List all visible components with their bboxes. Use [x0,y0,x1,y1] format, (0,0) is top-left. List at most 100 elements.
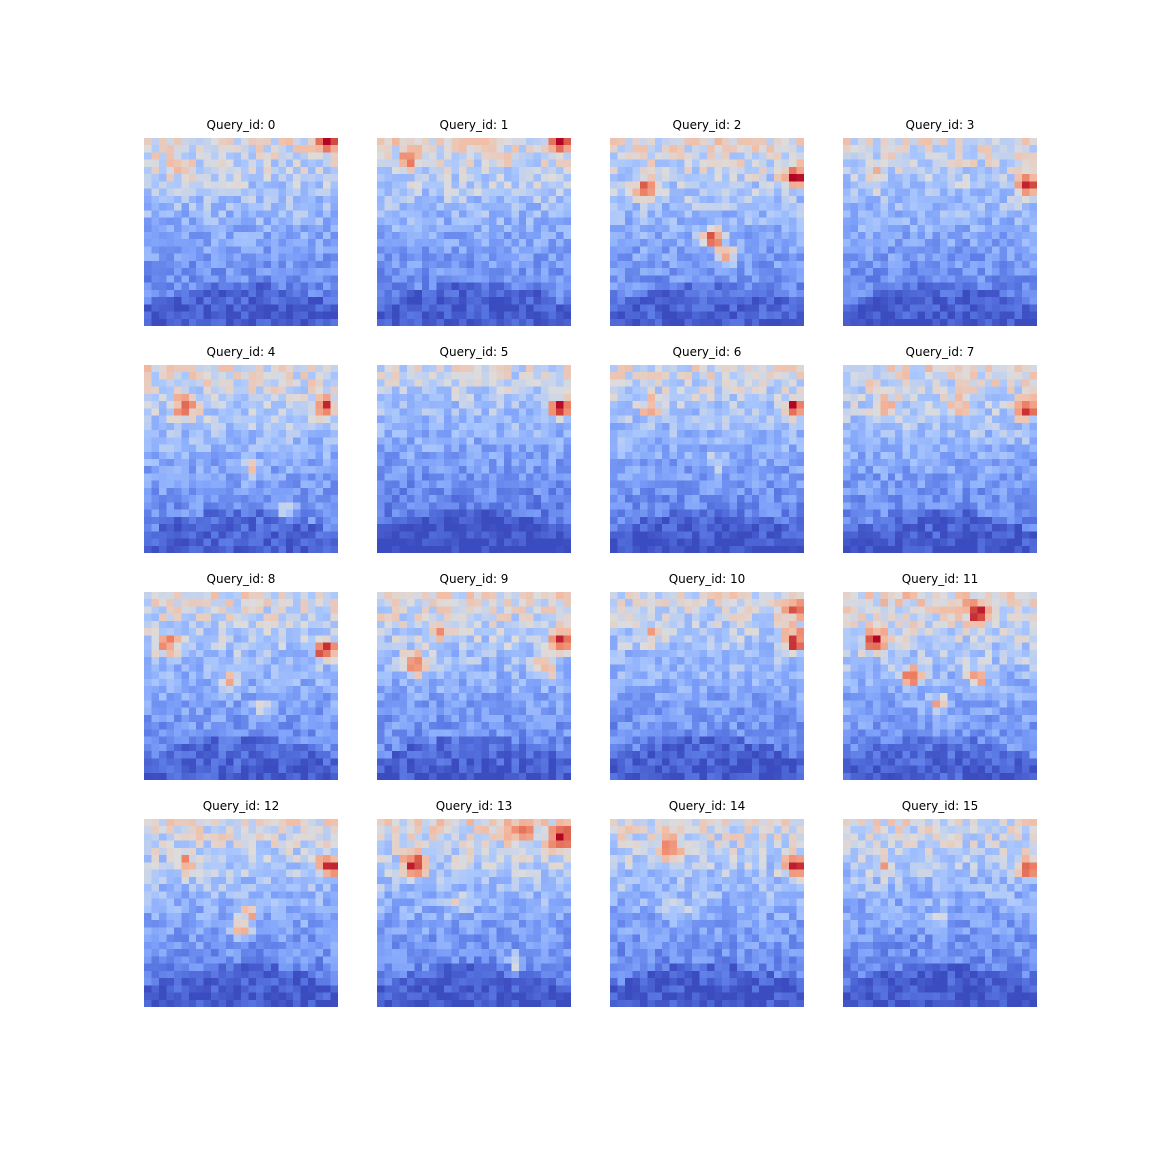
heatmap-cell [308,210,316,218]
heatmap-cell [766,393,775,402]
heatmap-cell [323,379,331,387]
heatmap-cell [323,473,331,481]
heatmap-cell [421,480,430,489]
heatmap-cell [466,451,475,460]
heatmap-cell [699,480,708,489]
heatmap-cell [647,437,655,445]
heatmap-cell [707,365,715,373]
heatmap-cell [278,473,286,481]
heatmap-cell [481,502,490,510]
heatmap-cell [677,297,685,305]
heatmap-cell [399,260,407,269]
heatmap-cell [330,408,338,416]
heatmap-cell [714,437,723,445]
heatmap-cell [144,275,152,283]
heatmap-cell [533,386,542,395]
heatmap-cell [699,386,708,395]
heatmap-cell [610,145,618,153]
heatmap-cell [323,174,331,182]
heatmap-cell [744,203,752,211]
heatmap-cell [714,282,723,290]
heatmap-cell [315,459,324,467]
heatmap-cell [429,188,437,196]
heatmap-cell [241,480,249,489]
heatmap-cell [610,166,618,175]
heatmap-cell [511,188,519,196]
heatmap-cell [1022,408,1030,416]
heatmap-cell [459,311,467,319]
heatmap-cell [721,166,730,175]
heatmap-cell [789,239,797,247]
heatmap-cell [474,159,482,168]
heatmap-cell [744,174,752,182]
heatmap-cell [218,275,227,283]
heatmap-cell [300,459,309,467]
heatmap-cell [947,379,956,387]
heatmap-cell [166,297,174,305]
heatmap-cell [617,480,626,489]
heatmap-cell [421,304,430,312]
heatmap-cell [481,217,490,225]
heatmap-cell [196,239,204,247]
heatmap-cell [541,224,549,233]
heatmap-cell [684,401,693,409]
heatmap-cell [377,495,385,503]
heatmap-cell [729,473,737,481]
heatmap-cell [999,408,1008,416]
heatmap-cell [466,282,475,290]
heatmap-cell [233,246,242,254]
heatmap-cell [429,444,437,452]
heatmap-cell [662,217,670,225]
heatmap-cell [789,246,797,254]
heatmap-cell [144,297,152,305]
heatmap-cell [270,487,279,496]
heatmap-cell [940,210,948,218]
heatmap-cell [751,166,760,175]
heatmap-cell [323,152,331,160]
heatmap-cell [796,174,804,182]
heatmap-cell [857,210,866,218]
heatmap-cell [977,210,985,218]
heatmap-cell [526,159,534,168]
heatmap-cell [496,386,504,395]
heatmap-cell [721,188,730,196]
heatmap-cell [872,145,881,153]
heatmap-cell [917,365,926,373]
heatmap-cell [377,422,385,431]
heatmap-cell [300,408,309,416]
heatmap-cell [414,509,422,517]
heatmap-cell [857,188,866,196]
heatmap-cell [451,217,460,225]
heatmap-cell [699,524,708,532]
heatmap-cell [391,473,400,481]
heatmap-cell [144,246,152,254]
heatmap-cell [248,430,257,438]
heatmap-cell [624,531,633,539]
heatmap-cell [278,181,286,189]
heatmap-cell [759,430,767,438]
heatmap-cell [759,239,767,247]
heatmap-cell [843,311,851,319]
heatmap-cell [692,422,700,431]
heatmap-cell [488,473,497,481]
heatmap-cell [496,487,504,496]
heatmap-cell [181,188,189,196]
heatmap-cell [617,318,626,326]
heatmap-cell [323,246,331,254]
heatmap-cell [1029,311,1037,319]
heatmap-cell [414,203,422,211]
heatmap-cell [796,224,804,233]
heatmap-cell [669,372,678,380]
heatmap-cell [459,480,467,489]
heatmap-cell [699,372,708,380]
heatmap-cell [707,210,715,218]
heatmap-cell [759,480,767,489]
heatmap-cell [662,495,670,503]
heatmap-cell [789,466,797,474]
heatmap-cell [992,372,1000,380]
heatmap-cell [285,246,294,254]
heatmap-cell [315,437,324,445]
heatmap-cell [406,437,415,445]
heatmap-cell [865,408,873,416]
heatmap-cell [293,232,301,240]
